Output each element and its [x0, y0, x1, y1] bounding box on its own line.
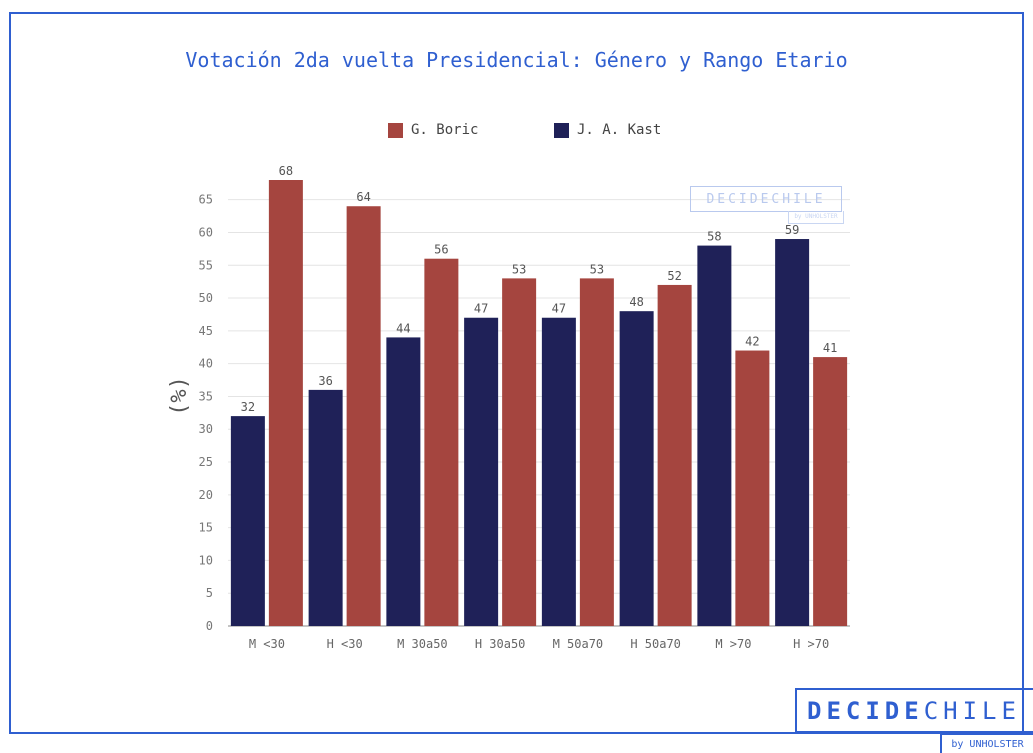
data-label: 53 [590, 262, 604, 276]
brand-logo: DECIDE CHILE [795, 688, 1033, 733]
y-tick-label: 45 [199, 324, 213, 338]
data-label: 47 [474, 302, 488, 316]
data-label: 53 [512, 262, 526, 276]
data-label: 32 [241, 400, 255, 414]
data-label: 48 [629, 295, 643, 309]
bar-kast [619, 311, 654, 626]
bar-boric [657, 284, 692, 626]
x-tick-label: M <30 [249, 637, 285, 651]
data-label: 42 [745, 335, 759, 349]
y-tick-label: 55 [199, 258, 213, 272]
brand-bold: DECIDE [807, 696, 924, 725]
bar-kast [386, 337, 421, 626]
data-label: 52 [667, 269, 681, 283]
legend-swatch-kast [554, 122, 569, 138]
y-tick-label: 5 [206, 586, 213, 600]
legend-item-kast: J. A. Kast [554, 122, 661, 138]
brand-subtitle: by UNHOLSTER [940, 733, 1033, 753]
watermark-logo: DECIDECHILE by UNHOLSTER [690, 186, 844, 226]
y-tick-label: 65 [199, 193, 213, 207]
chart-frame [9, 12, 1024, 734]
legend-swatch-boric [388, 122, 403, 138]
bar-boric [424, 258, 459, 626]
y-tick-label: 20 [199, 488, 213, 502]
legend: G. Boric J. A. Kast [0, 122, 1033, 142]
bar-kast [308, 389, 343, 626]
chart-title: Votación 2da vuelta Presidencial: Género… [185, 48, 848, 72]
x-tick-label: H <30 [327, 637, 363, 651]
x-tick-label: M 50a70 [553, 637, 604, 651]
x-tick-label: M >70 [715, 637, 751, 651]
data-label: 68 [279, 164, 293, 178]
data-label: 44 [396, 321, 410, 335]
x-tick-label: H >70 [793, 637, 829, 651]
bar-kast [775, 239, 810, 626]
bar-boric [502, 278, 537, 626]
brand-light: CHILE [923, 696, 1021, 725]
y-tick-label: 0 [206, 619, 213, 633]
data-label: 41 [823, 341, 837, 355]
bar-kast [541, 317, 576, 626]
y-tick-label: 60 [199, 225, 213, 239]
bar-kast [230, 416, 265, 626]
bar-boric [268, 180, 303, 626]
legend-label-kast: J. A. Kast [577, 122, 662, 138]
y-tick-label: 25 [199, 455, 213, 469]
watermark-text: DECIDECHILE [690, 186, 842, 212]
bar-boric [813, 357, 848, 626]
bar-kast [697, 245, 732, 626]
bar-kast [464, 317, 499, 626]
y-tick-label: 10 [199, 553, 213, 567]
bar-boric [735, 350, 770, 626]
legend-item-boric: G. Boric [388, 122, 478, 138]
data-label: 36 [318, 374, 332, 388]
y-axis-label: (%) [167, 376, 192, 416]
y-tick-label: 30 [199, 422, 213, 436]
watermark-subtext: by UNHOLSTER [788, 211, 844, 224]
y-tick-label: 50 [199, 291, 213, 305]
x-tick-label: H 30a50 [475, 637, 526, 651]
data-label: 56 [434, 243, 448, 257]
data-label: 64 [356, 190, 370, 204]
legend-label-boric: G. Boric [411, 122, 479, 138]
y-tick-label: 35 [199, 389, 213, 403]
data-label: 58 [707, 230, 721, 244]
y-tick-label: 15 [199, 521, 213, 535]
y-tick-label: 40 [199, 357, 213, 371]
bar-boric [579, 278, 614, 626]
x-tick-label: M 30a50 [397, 637, 448, 651]
data-label: 47 [552, 302, 566, 316]
x-tick-label: H 50a70 [630, 637, 681, 651]
bar-boric [346, 206, 381, 626]
data-label: 59 [785, 223, 799, 237]
